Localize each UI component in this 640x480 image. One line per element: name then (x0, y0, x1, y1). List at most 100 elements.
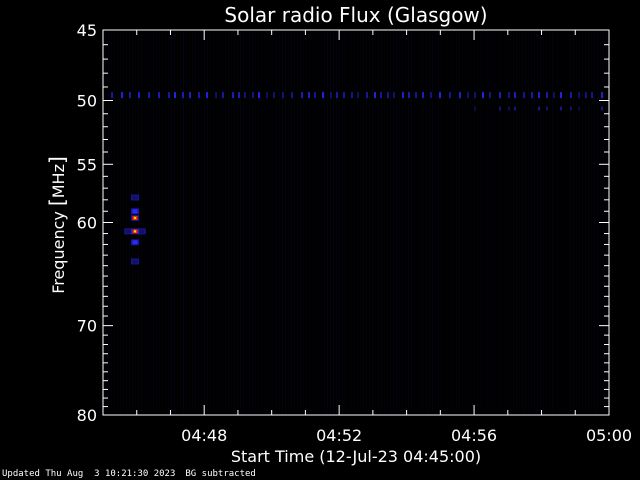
noise-column (189, 32, 190, 413)
burst-peak (134, 230, 137, 233)
rfi-band-mark (351, 92, 353, 99)
rfi-band-mark (560, 92, 562, 99)
noise-column (267, 32, 268, 413)
rfi-band-mark (546, 92, 548, 99)
rfi-band-mark (499, 106, 501, 111)
noise-column (594, 32, 595, 413)
rfi-band-mark (459, 92, 461, 99)
noise-column (336, 32, 337, 413)
noise-column (462, 32, 463, 413)
rfi-band-mark (343, 92, 345, 99)
noise-column (258, 32, 259, 413)
x-axis-label: Start Time (12-Jul-23 04:45:00) (231, 447, 481, 466)
noise-column (156, 32, 157, 413)
noise-column (225, 32, 226, 413)
noise-column (135, 32, 136, 413)
rfi-band-mark (252, 92, 254, 99)
noise-column (570, 32, 571, 413)
noise-column (279, 32, 280, 413)
noise-column (564, 32, 565, 413)
noise-column (300, 32, 301, 413)
noise-column (537, 32, 538, 413)
noise-column (312, 32, 313, 413)
noise-column (204, 32, 205, 413)
noise-column (465, 32, 466, 413)
rfi-band-mark (222, 92, 224, 99)
noise-column (153, 32, 154, 413)
noise-column (480, 32, 481, 413)
rfi-band-mark (538, 106, 540, 111)
rfi-band-mark (415, 92, 417, 99)
rfi-band-mark (591, 92, 593, 99)
noise-column (237, 32, 238, 413)
noise-column (327, 32, 328, 413)
bg-subtracted-note: BG subtracted (185, 469, 256, 479)
rfi-band-mark (514, 106, 516, 111)
noise-column (438, 32, 439, 413)
noise-column (468, 32, 469, 413)
noise-column (372, 32, 373, 413)
axis-ticks: 04:48 04:52 04:56 05:00 45 50 55 60 70 80 (77, 21, 632, 445)
noise-column (441, 32, 442, 413)
rfi-band-mark (314, 92, 316, 99)
noise-column (228, 32, 229, 413)
noise-column (504, 32, 505, 413)
burst-peak (134, 217, 137, 220)
rfi-band-mark (531, 92, 533, 99)
rfi-band-mark (301, 92, 303, 99)
noise-column (588, 32, 589, 413)
noise-column (276, 32, 277, 413)
noise-column (273, 32, 274, 413)
noise-column (297, 32, 298, 413)
rfi-band-mark (474, 92, 476, 99)
noise-column (477, 32, 478, 413)
y-tick-label: 60 (77, 214, 97, 233)
noise-column (513, 32, 514, 413)
rfi-band-mark (508, 92, 510, 99)
noise-column (348, 32, 349, 413)
rfi-band-mark (374, 92, 376, 99)
noise-column (207, 32, 208, 413)
burst-event (132, 195, 138, 200)
x-tick-label: 04:48 (181, 426, 227, 445)
rfi-band-mark (330, 92, 332, 99)
spectrogram-area (105, 32, 607, 413)
noise-column (495, 32, 496, 413)
noise-column (252, 32, 253, 413)
noise-column (144, 32, 145, 413)
noise-column (573, 32, 574, 413)
noise-column (357, 32, 358, 413)
noise-column (534, 32, 535, 413)
noise-column (483, 32, 484, 413)
noise-column (540, 32, 541, 413)
noise-column (309, 32, 310, 413)
noise-column (120, 32, 121, 413)
noise-column (345, 32, 346, 413)
rfi-band-mark (148, 92, 150, 99)
noise-column (339, 32, 340, 413)
noise-column (432, 32, 433, 413)
noise-column (360, 32, 361, 413)
noise-column (192, 32, 193, 413)
burst-event (132, 240, 138, 245)
rfi-band-mark (489, 92, 491, 99)
rfi-band-mark (499, 92, 501, 99)
noise-column (582, 32, 583, 413)
rfi-band-mark (273, 92, 275, 99)
noise-column (411, 32, 412, 413)
rfi-band-mark (168, 92, 170, 99)
rfi-band-mark (129, 92, 131, 99)
rfi-band-mark (523, 92, 525, 99)
noise-column (501, 32, 502, 413)
noise-column (486, 32, 487, 413)
rfi-band-mark (538, 92, 540, 99)
rfi-band-mark (422, 92, 424, 99)
y-axis-label-bracket-close: ] (45, 156, 69, 164)
noise-column (219, 32, 220, 413)
noise-column (591, 32, 592, 413)
noise-column (183, 32, 184, 413)
noise-column (147, 32, 148, 413)
noise-column (546, 32, 547, 413)
noise-column (129, 32, 130, 413)
